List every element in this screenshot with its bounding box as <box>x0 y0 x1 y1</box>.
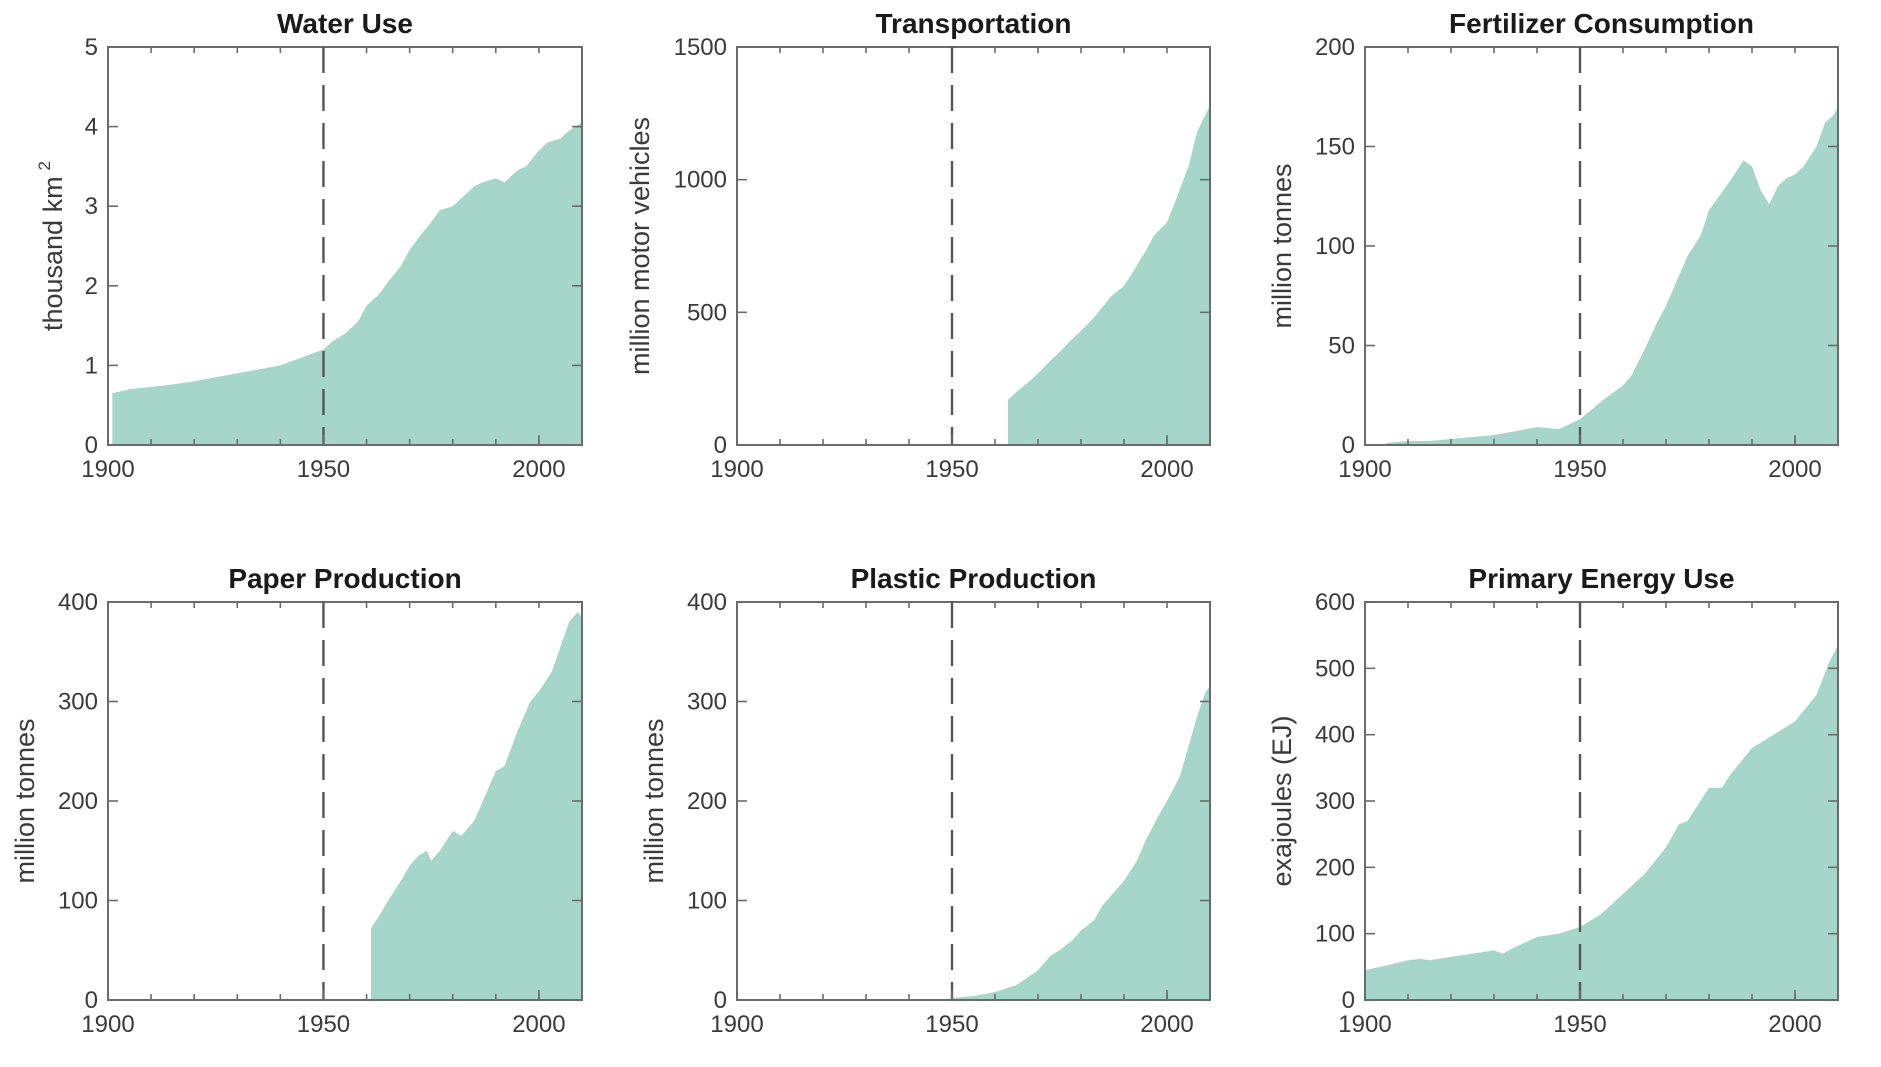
paper-x-tick-label: 1950 <box>297 1011 350 1038</box>
fertilizer-y-tick-label: 100 <box>1315 233 1355 260</box>
plastic-x-tick-label: 2000 <box>1140 1011 1193 1038</box>
energy-y-tick-label: 100 <box>1315 921 1355 948</box>
transport-y-tick-label: 1000 <box>674 167 727 194</box>
water-x-tick-label: 1900 <box>81 456 134 483</box>
paper-x-tick-label: 1900 <box>81 1011 134 1038</box>
water-title: Water Use <box>277 8 413 39</box>
water-y-tick-label: 0 <box>85 432 98 459</box>
fertilizer-y-tick-label: 150 <box>1315 134 1355 161</box>
transport-y-tick-label: 0 <box>714 432 727 459</box>
transport-frame <box>736 46 1211 446</box>
transport-y-axis-label: million motor vehicles <box>625 117 655 375</box>
energy-y-tick-label: 0 <box>1342 987 1355 1014</box>
plastic-y-axis-label: million tonnes <box>639 718 669 883</box>
paper-x-tick-label: 2000 <box>512 1011 565 1038</box>
fertilizer-y-tick-label: 200 <box>1315 34 1355 61</box>
energy-panel: 1900 1950 2000 0 100 200 300 400 500 600 Primary E… <box>1267 563 1839 1038</box>
transport-y-tick-label: 1500 <box>674 34 727 61</box>
plastic-y-tick-label: 400 <box>687 589 727 616</box>
water-frame <box>107 46 583 446</box>
plastic-panel: 1900 1950 2000 0 100 200 300 400 Plastic Product… <box>639 563 1211 1038</box>
water-y-tick-label: 3 <box>85 193 98 220</box>
fertilizer-x-tick-label: 1900 <box>1338 456 1391 483</box>
transport-x-tick-label: 2000 <box>1140 456 1193 483</box>
plastic-title: Plastic Production <box>851 563 1097 594</box>
energy-y-tick-label: 500 <box>1315 655 1355 682</box>
paper-area <box>370 612 582 1000</box>
fertilizer-title: Fertilizer Consumption <box>1449 8 1754 39</box>
fertilizer-panel: 1900 1950 2000 0 50 100 150 200 Fertilizer Consu… <box>1267 8 1839 483</box>
fertilizer-area <box>1386 106 1838 445</box>
transport-x-tick-label: 1950 <box>925 456 978 483</box>
energy-y-axis-label: exajoules (EJ) <box>1267 715 1297 886</box>
water-x-tick-label: 1950 <box>297 456 350 483</box>
water-y-tick-label: 1 <box>85 352 98 379</box>
transport-panel: 1900 1950 2000 0 500 1000 1500 Transportation mi… <box>625 8 1211 483</box>
transport-y-tick-label: 500 <box>687 299 727 326</box>
fertilizer-y-tick-label: 50 <box>1328 333 1355 360</box>
paper-y-tick-label: 400 <box>58 589 98 616</box>
transport-title: Transportation <box>875 8 1071 39</box>
paper-title: Paper Production <box>228 563 461 594</box>
water-y-tick-label: 5 <box>85 34 98 61</box>
energy-y-tick-label: 200 <box>1315 854 1355 881</box>
energy-x-tick-label: 1950 <box>1553 1011 1606 1038</box>
water-y-tick-label: 2 <box>85 273 98 300</box>
plastic-y-tick-label: 100 <box>687 888 727 915</box>
plastic-x-tick-label: 1950 <box>925 1011 978 1038</box>
fertilizer-x-tick-label: 2000 <box>1768 456 1821 483</box>
paper-y-tick-label: 100 <box>58 888 98 915</box>
paper-y-tick-label: 200 <box>58 788 98 815</box>
fertilizer-y-axis-label: million tonnes <box>1267 163 1297 328</box>
transport-area <box>1007 105 1210 446</box>
fertilizer-y-tick-label: 0 <box>1342 432 1355 459</box>
paper-y-tick-label: 300 <box>58 689 98 716</box>
energy-x-tick-label: 1900 <box>1338 1011 1391 1038</box>
energy-title: Primary Energy Use <box>1468 563 1734 594</box>
plastic-x-tick-label: 1900 <box>710 1011 763 1038</box>
energy-y-tick-label: 300 <box>1315 788 1355 815</box>
water-y-tick-label: 4 <box>85 114 98 141</box>
plastic-y-tick-label: 300 <box>687 689 727 716</box>
fertilizer-x-tick-label: 1950 <box>1553 456 1606 483</box>
energy-area <box>1365 645 1838 1000</box>
energy-x-tick-label: 2000 <box>1768 1011 1821 1038</box>
water-y-axis-label: thousand km2 <box>35 161 68 331</box>
energy-y-tick-label: 600 <box>1315 589 1355 616</box>
paper-y-tick-label: 0 <box>85 987 98 1014</box>
plastic-y-tick-label: 0 <box>714 987 727 1014</box>
energy-y-tick-label: 400 <box>1315 722 1355 749</box>
water-x-tick-label: 2000 <box>512 456 565 483</box>
water-panel: 1900 1950 2000 0 1 2 3 4 5 Water Use thousand km2 <box>35 8 583 483</box>
plastic-y-tick-label: 200 <box>687 788 727 815</box>
transport-x-tick-label: 1900 <box>710 456 763 483</box>
plastic-area <box>952 686 1210 1000</box>
paper-y-axis-label: million tonnes <box>10 718 40 883</box>
water-area <box>112 122 583 445</box>
water-y-axis-label-sup: 2 <box>35 161 54 170</box>
paper-panel: 1900 1950 2000 0 100 200 300 400 Paper Productio… <box>10 563 583 1038</box>
